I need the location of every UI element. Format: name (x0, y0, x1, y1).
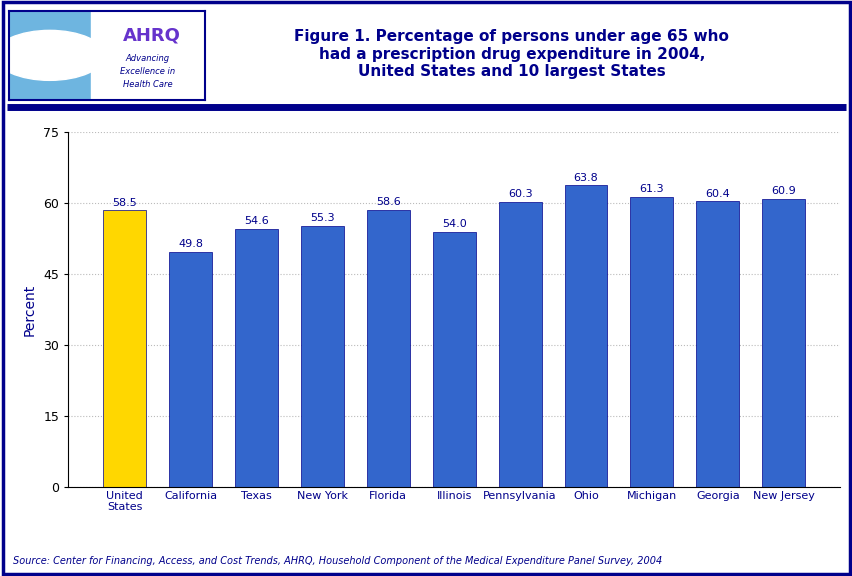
Text: 54.0: 54.0 (441, 219, 466, 229)
Bar (103, 210, 146, 487)
Text: 49.8: 49.8 (178, 238, 203, 249)
Bar (235, 229, 278, 487)
Text: 63.8: 63.8 (573, 173, 598, 183)
Bar (9, 11, 91, 100)
Bar (169, 252, 212, 487)
Text: 58.6: 58.6 (376, 197, 400, 207)
Bar (91, 11, 204, 100)
Circle shape (0, 31, 105, 81)
Text: 60.4: 60.4 (705, 188, 729, 199)
Text: Source: Center for Financing, Access, and Cost Trends, AHRQ, Household Component: Source: Center for Financing, Access, an… (13, 556, 661, 566)
Bar (762, 199, 804, 487)
Text: 55.3: 55.3 (310, 213, 334, 223)
Bar (695, 202, 739, 487)
Text: 61.3: 61.3 (639, 184, 664, 194)
Text: Figure 1. Percentage of persons under age 65 who
had a prescription drug expendi: Figure 1. Percentage of persons under ag… (294, 29, 728, 79)
Text: 60.9: 60.9 (770, 186, 795, 196)
Text: 58.5: 58.5 (112, 198, 137, 207)
Bar (366, 210, 409, 487)
Bar (498, 202, 541, 487)
Text: Health Care: Health Care (123, 80, 172, 89)
Bar (301, 226, 343, 487)
Text: 54.6: 54.6 (244, 216, 268, 226)
Text: 60.3: 60.3 (507, 189, 532, 199)
Bar (630, 197, 672, 487)
Text: Excellence in: Excellence in (120, 67, 176, 76)
Text: AHRQ: AHRQ (123, 26, 181, 45)
Bar (432, 232, 475, 487)
Text: Advancing: Advancing (125, 54, 170, 63)
Bar (564, 185, 607, 487)
Y-axis label: Percent: Percent (22, 283, 37, 336)
